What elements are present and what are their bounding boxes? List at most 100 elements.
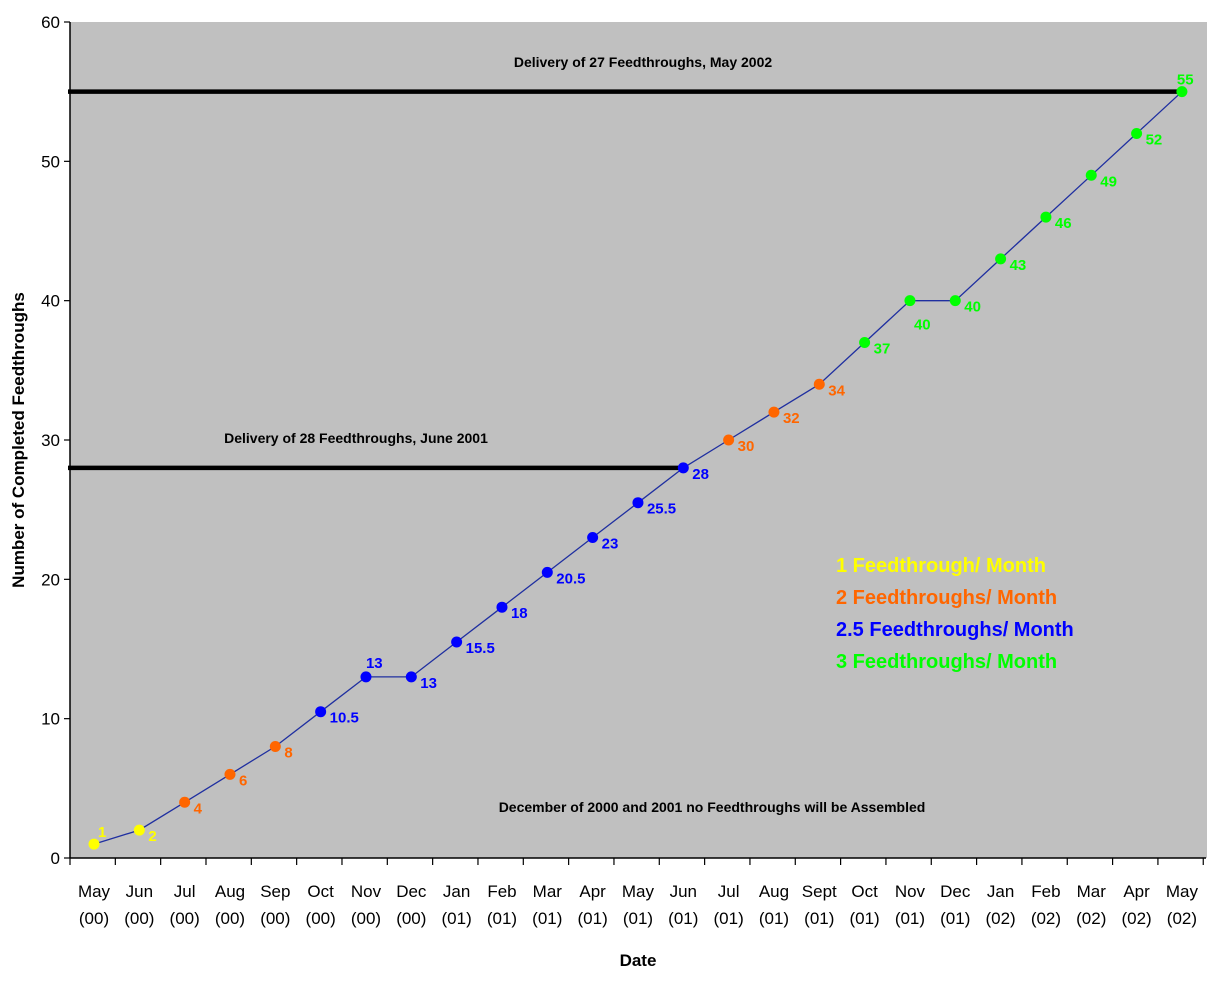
x-tick-label-month: Jul xyxy=(718,882,740,901)
x-tick-label-year: (02) xyxy=(1121,909,1151,928)
data-label: 32 xyxy=(783,410,800,427)
data-point xyxy=(133,824,145,836)
data-point xyxy=(451,636,463,648)
data-point xyxy=(813,378,825,390)
data-series: 1 246810.5131315.51820.52325.528303234374… xyxy=(88,72,1194,850)
data-label: 49 xyxy=(1100,173,1117,190)
plot-area xyxy=(70,22,1207,858)
data-label: 28 xyxy=(692,466,709,483)
x-tick-label-year: (02) xyxy=(985,909,1015,928)
data-label: 34 xyxy=(828,382,845,399)
x-tick-label-year: (01) xyxy=(714,909,744,928)
reference-line-label: Delivery of 27 Feedthroughs, May 2002 xyxy=(514,54,773,70)
data-point xyxy=(224,768,236,780)
data-point xyxy=(315,706,327,718)
x-tick-label-month: Sep xyxy=(260,882,290,901)
x-tick-label-year: (01) xyxy=(442,909,472,928)
x-tick-label-month: Feb xyxy=(1031,882,1060,901)
data-point xyxy=(88,838,100,850)
x-tick-label-month: Aug xyxy=(215,882,245,901)
x-tick-label-year: (01) xyxy=(623,909,653,928)
y-tick-label: 40 xyxy=(41,292,60,311)
x-tick-label-year: (00) xyxy=(396,909,426,928)
x-tick-label-year: (01) xyxy=(759,909,789,928)
data-point xyxy=(859,336,871,348)
x-tick-label-year: (01) xyxy=(940,909,970,928)
data-point xyxy=(541,566,553,578)
data-label: 40 xyxy=(914,317,931,334)
data-label: 46 xyxy=(1055,215,1072,232)
x-tick-label-month: Mar xyxy=(1077,882,1107,901)
data-point xyxy=(360,671,372,683)
y-tick-label: 30 xyxy=(41,431,60,450)
x-tick-label-month: Apr xyxy=(579,882,606,901)
data-label: 15.5 xyxy=(466,640,495,657)
legend-entry: 2.5 Feedthroughs/ Month xyxy=(836,619,1074,641)
x-tick-label-month: Mar xyxy=(533,882,563,901)
x-tick-label-month: Nov xyxy=(895,882,926,901)
data-label: 40 xyxy=(964,299,981,316)
x-tick-label-year: (00) xyxy=(351,909,381,928)
x-tick-label-month: Dec xyxy=(396,882,427,901)
data-label: 52 xyxy=(1146,131,1163,148)
x-tick-label-year: (00) xyxy=(79,909,109,928)
y-tick-label: 60 xyxy=(41,13,60,32)
reference-line-label: Delivery of 28 Feedthroughs, June 2001 xyxy=(224,430,488,446)
data-point xyxy=(768,406,780,418)
data-label: 4 xyxy=(194,800,203,817)
x-tick-label-year: (01) xyxy=(668,909,698,928)
x-tick-label-year: (01) xyxy=(487,909,517,928)
data-point xyxy=(1176,86,1188,98)
x-tick-label-month: Jan xyxy=(443,882,470,901)
x-tick-label-year: (01) xyxy=(804,909,834,928)
data-label: 55 xyxy=(1177,72,1194,89)
data-label: 2 xyxy=(148,828,156,845)
data-point xyxy=(1085,169,1097,181)
data-point xyxy=(904,295,916,307)
data-label: 13 xyxy=(366,655,383,672)
legend: 1 Feedthrough/ Month 2 Feedthroughs/ Mont… xyxy=(836,555,1074,673)
x-tick-label-month: Oct xyxy=(307,882,334,901)
y-tick-label: 20 xyxy=(41,570,60,589)
data-label: 20.5 xyxy=(556,570,585,587)
data-label: 13 xyxy=(420,675,437,692)
data-point xyxy=(179,796,191,808)
legend-entry: 1 Feedthrough/ Month xyxy=(836,555,1046,577)
x-tick-label-month: Dec xyxy=(940,882,971,901)
data-label: 25.5 xyxy=(647,501,676,518)
data-point xyxy=(405,671,417,683)
data-point xyxy=(269,741,281,753)
reference-lines: Delivery of 27 Feedthroughs, May 2002 Del… xyxy=(68,54,1182,471)
x-tick-label-month: Jun xyxy=(670,882,697,901)
data-point xyxy=(496,601,508,613)
legend-entry: 2 Feedthroughs/ Month xyxy=(836,587,1057,609)
data-point xyxy=(1131,127,1143,139)
data-label: 6 xyxy=(239,772,247,789)
x-tick-label-year: (01) xyxy=(578,909,608,928)
x-tick-label-year: (00) xyxy=(170,909,200,928)
data-point xyxy=(587,532,599,544)
x-tick-label-year: (02) xyxy=(1076,909,1106,928)
x-tick-label-month: Jan xyxy=(987,882,1014,901)
x-tick-label-month: Aug xyxy=(759,882,789,901)
x-tick-label-month: May xyxy=(78,882,111,901)
data-label: 23 xyxy=(602,536,619,553)
x-tick-label-year: (01) xyxy=(849,909,879,928)
data-point xyxy=(677,462,689,474)
chart-annotation: December of 2000 and 2001 no Feedthrough… xyxy=(499,799,926,815)
x-tick-label-year: (00) xyxy=(260,909,290,928)
y-tick-label: 0 xyxy=(51,849,60,868)
x-tick-label-year: (01) xyxy=(532,909,562,928)
data-label: 43 xyxy=(1010,257,1027,274)
x-axis-title: Date xyxy=(620,951,657,970)
data-point xyxy=(1040,211,1052,223)
x-tick-label-year: (01) xyxy=(895,909,925,928)
x-tick-label-month: May xyxy=(622,882,655,901)
y-tick-label: 10 xyxy=(41,710,60,729)
x-tick-label-month: Jun xyxy=(126,882,153,901)
x-tick-label-year: (00) xyxy=(306,909,336,928)
data-point xyxy=(723,434,735,446)
x-tick-label-month: Sept xyxy=(802,882,837,901)
x-tick-label-year: (02) xyxy=(1167,909,1197,928)
